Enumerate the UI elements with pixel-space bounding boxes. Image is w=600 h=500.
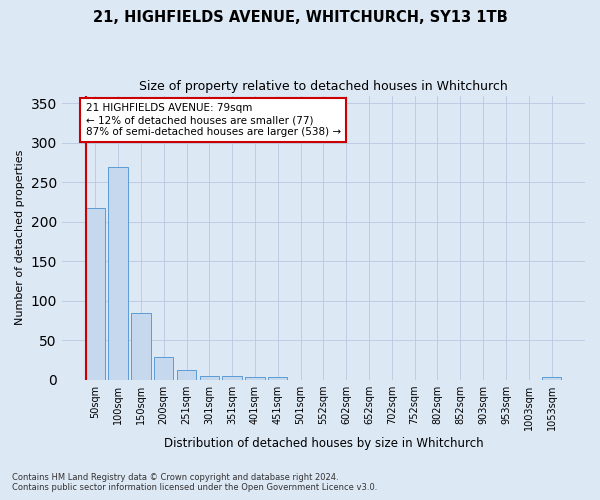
Bar [542,376,561,380]
Bar [86,208,105,380]
Bar [131,312,151,380]
Bar [245,376,265,380]
Bar [200,376,219,380]
Y-axis label: Number of detached properties: Number of detached properties [15,150,25,326]
Text: 21, HIGHFIELDS AVENUE, WHITCHURCH, SY13 1TB: 21, HIGHFIELDS AVENUE, WHITCHURCH, SY13 … [92,10,508,25]
Text: Contains HM Land Registry data © Crown copyright and database right 2024.
Contai: Contains HM Land Registry data © Crown c… [12,473,377,492]
X-axis label: Distribution of detached houses by size in Whitchurch: Distribution of detached houses by size … [164,437,483,450]
Bar [154,357,173,380]
Title: Size of property relative to detached houses in Whitchurch: Size of property relative to detached ho… [139,80,508,93]
Text: 21 HIGHFIELDS AVENUE: 79sqm
← 12% of detached houses are smaller (77)
87% of sem: 21 HIGHFIELDS AVENUE: 79sqm ← 12% of det… [86,104,341,136]
Bar [268,376,287,380]
Bar [223,376,242,380]
Bar [109,166,128,380]
Bar [177,370,196,380]
